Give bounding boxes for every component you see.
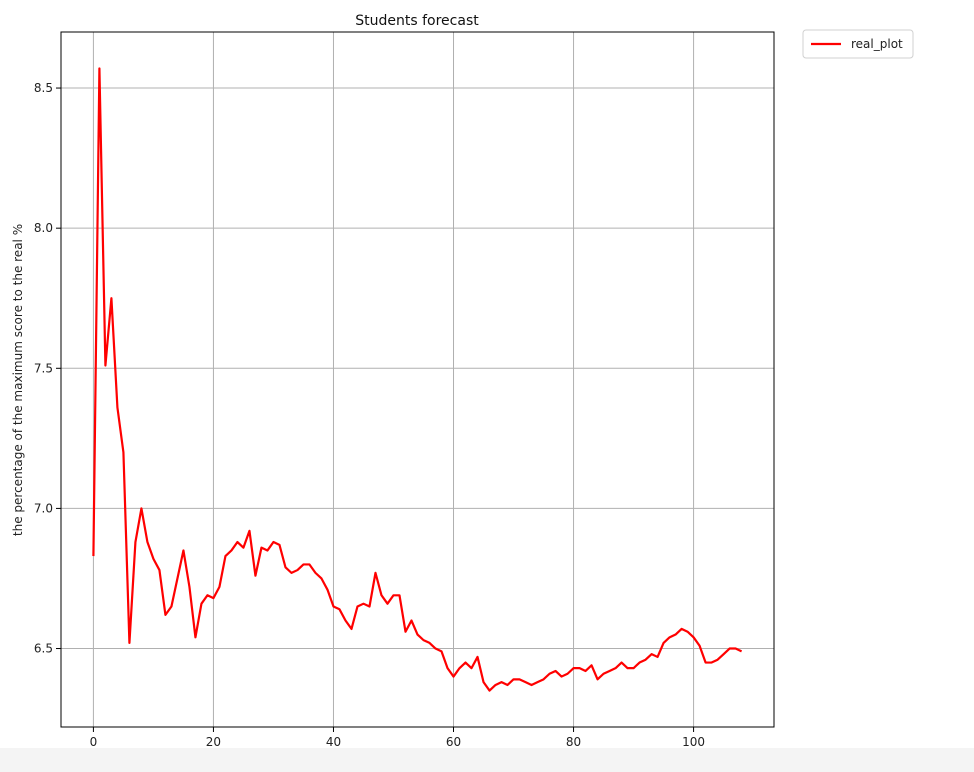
figure-background: [0, 0, 974, 748]
y-axis-label: the percentage of the maximum score to t…: [11, 224, 25, 536]
series-layer: [92, 67, 743, 692]
chart-svg: 0 20 40 60 80 100 6.5 7.0 7.5 8.0 8.5 Students fo…: [0, 0, 974, 748]
bottom-strip: [0, 748, 974, 772]
x-tick-label: 40: [326, 735, 341, 748]
series-line-real-plot: [92, 67, 743, 692]
legend: real_plot: [802, 29, 914, 59]
y-tick-label: 7.5: [34, 361, 53, 375]
y-tick-label: 7.0: [34, 501, 53, 515]
y-tick-label: 6.5: [34, 642, 53, 656]
plot-frame: [60, 31, 775, 728]
y-axis: 6.5 7.0 7.5 8.0 8.5: [34, 81, 61, 656]
x-axis: 0 20 40 60 80 100: [90, 727, 705, 748]
chart-title: Students forecast: [355, 13, 479, 29]
y-tick-label: 8.5: [34, 81, 53, 95]
y-tick-label: 8.0: [34, 221, 53, 235]
x-tick-label: 80: [566, 735, 581, 748]
legend-label-real-plot: real_plot: [851, 37, 903, 51]
x-tick-label: 20: [206, 735, 221, 748]
x-tick-label: 60: [446, 735, 461, 748]
x-tick-label: 0: [90, 735, 98, 748]
legend-box: [802, 29, 914, 59]
x-tick-label: 100: [682, 735, 705, 748]
grid: [61, 32, 774, 727]
